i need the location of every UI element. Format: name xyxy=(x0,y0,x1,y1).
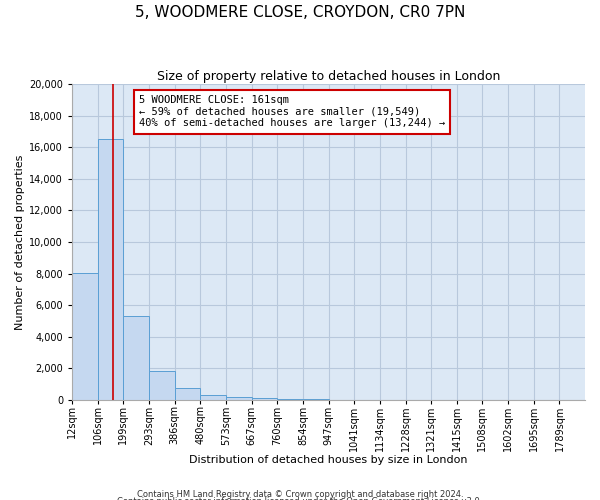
Text: Contains HM Land Registry data © Crown copyright and database right 2024.: Contains HM Land Registry data © Crown c… xyxy=(137,490,463,499)
Text: 5 WOODMERE CLOSE: 161sqm
← 59% of detached houses are smaller (19,549)
40% of se: 5 WOODMERE CLOSE: 161sqm ← 59% of detach… xyxy=(139,95,445,128)
Bar xyxy=(200,395,226,400)
Bar xyxy=(277,399,303,400)
Bar xyxy=(98,138,124,400)
Text: 5, WOODMERE CLOSE, CROYDON, CR0 7PN: 5, WOODMERE CLOSE, CROYDON, CR0 7PN xyxy=(135,5,465,20)
Bar xyxy=(252,398,277,400)
Title: Size of property relative to detached houses in London: Size of property relative to detached ho… xyxy=(157,70,500,83)
X-axis label: Distribution of detached houses by size in London: Distribution of detached houses by size … xyxy=(189,455,468,465)
Y-axis label: Number of detached properties: Number of detached properties xyxy=(15,154,25,330)
Bar xyxy=(72,272,98,400)
Bar xyxy=(226,396,252,400)
Text: Contains public sector information licensed under the Open Government Licence v3: Contains public sector information licen… xyxy=(118,497,482,500)
Bar xyxy=(175,388,200,400)
Bar xyxy=(124,316,149,400)
Bar xyxy=(149,371,175,400)
